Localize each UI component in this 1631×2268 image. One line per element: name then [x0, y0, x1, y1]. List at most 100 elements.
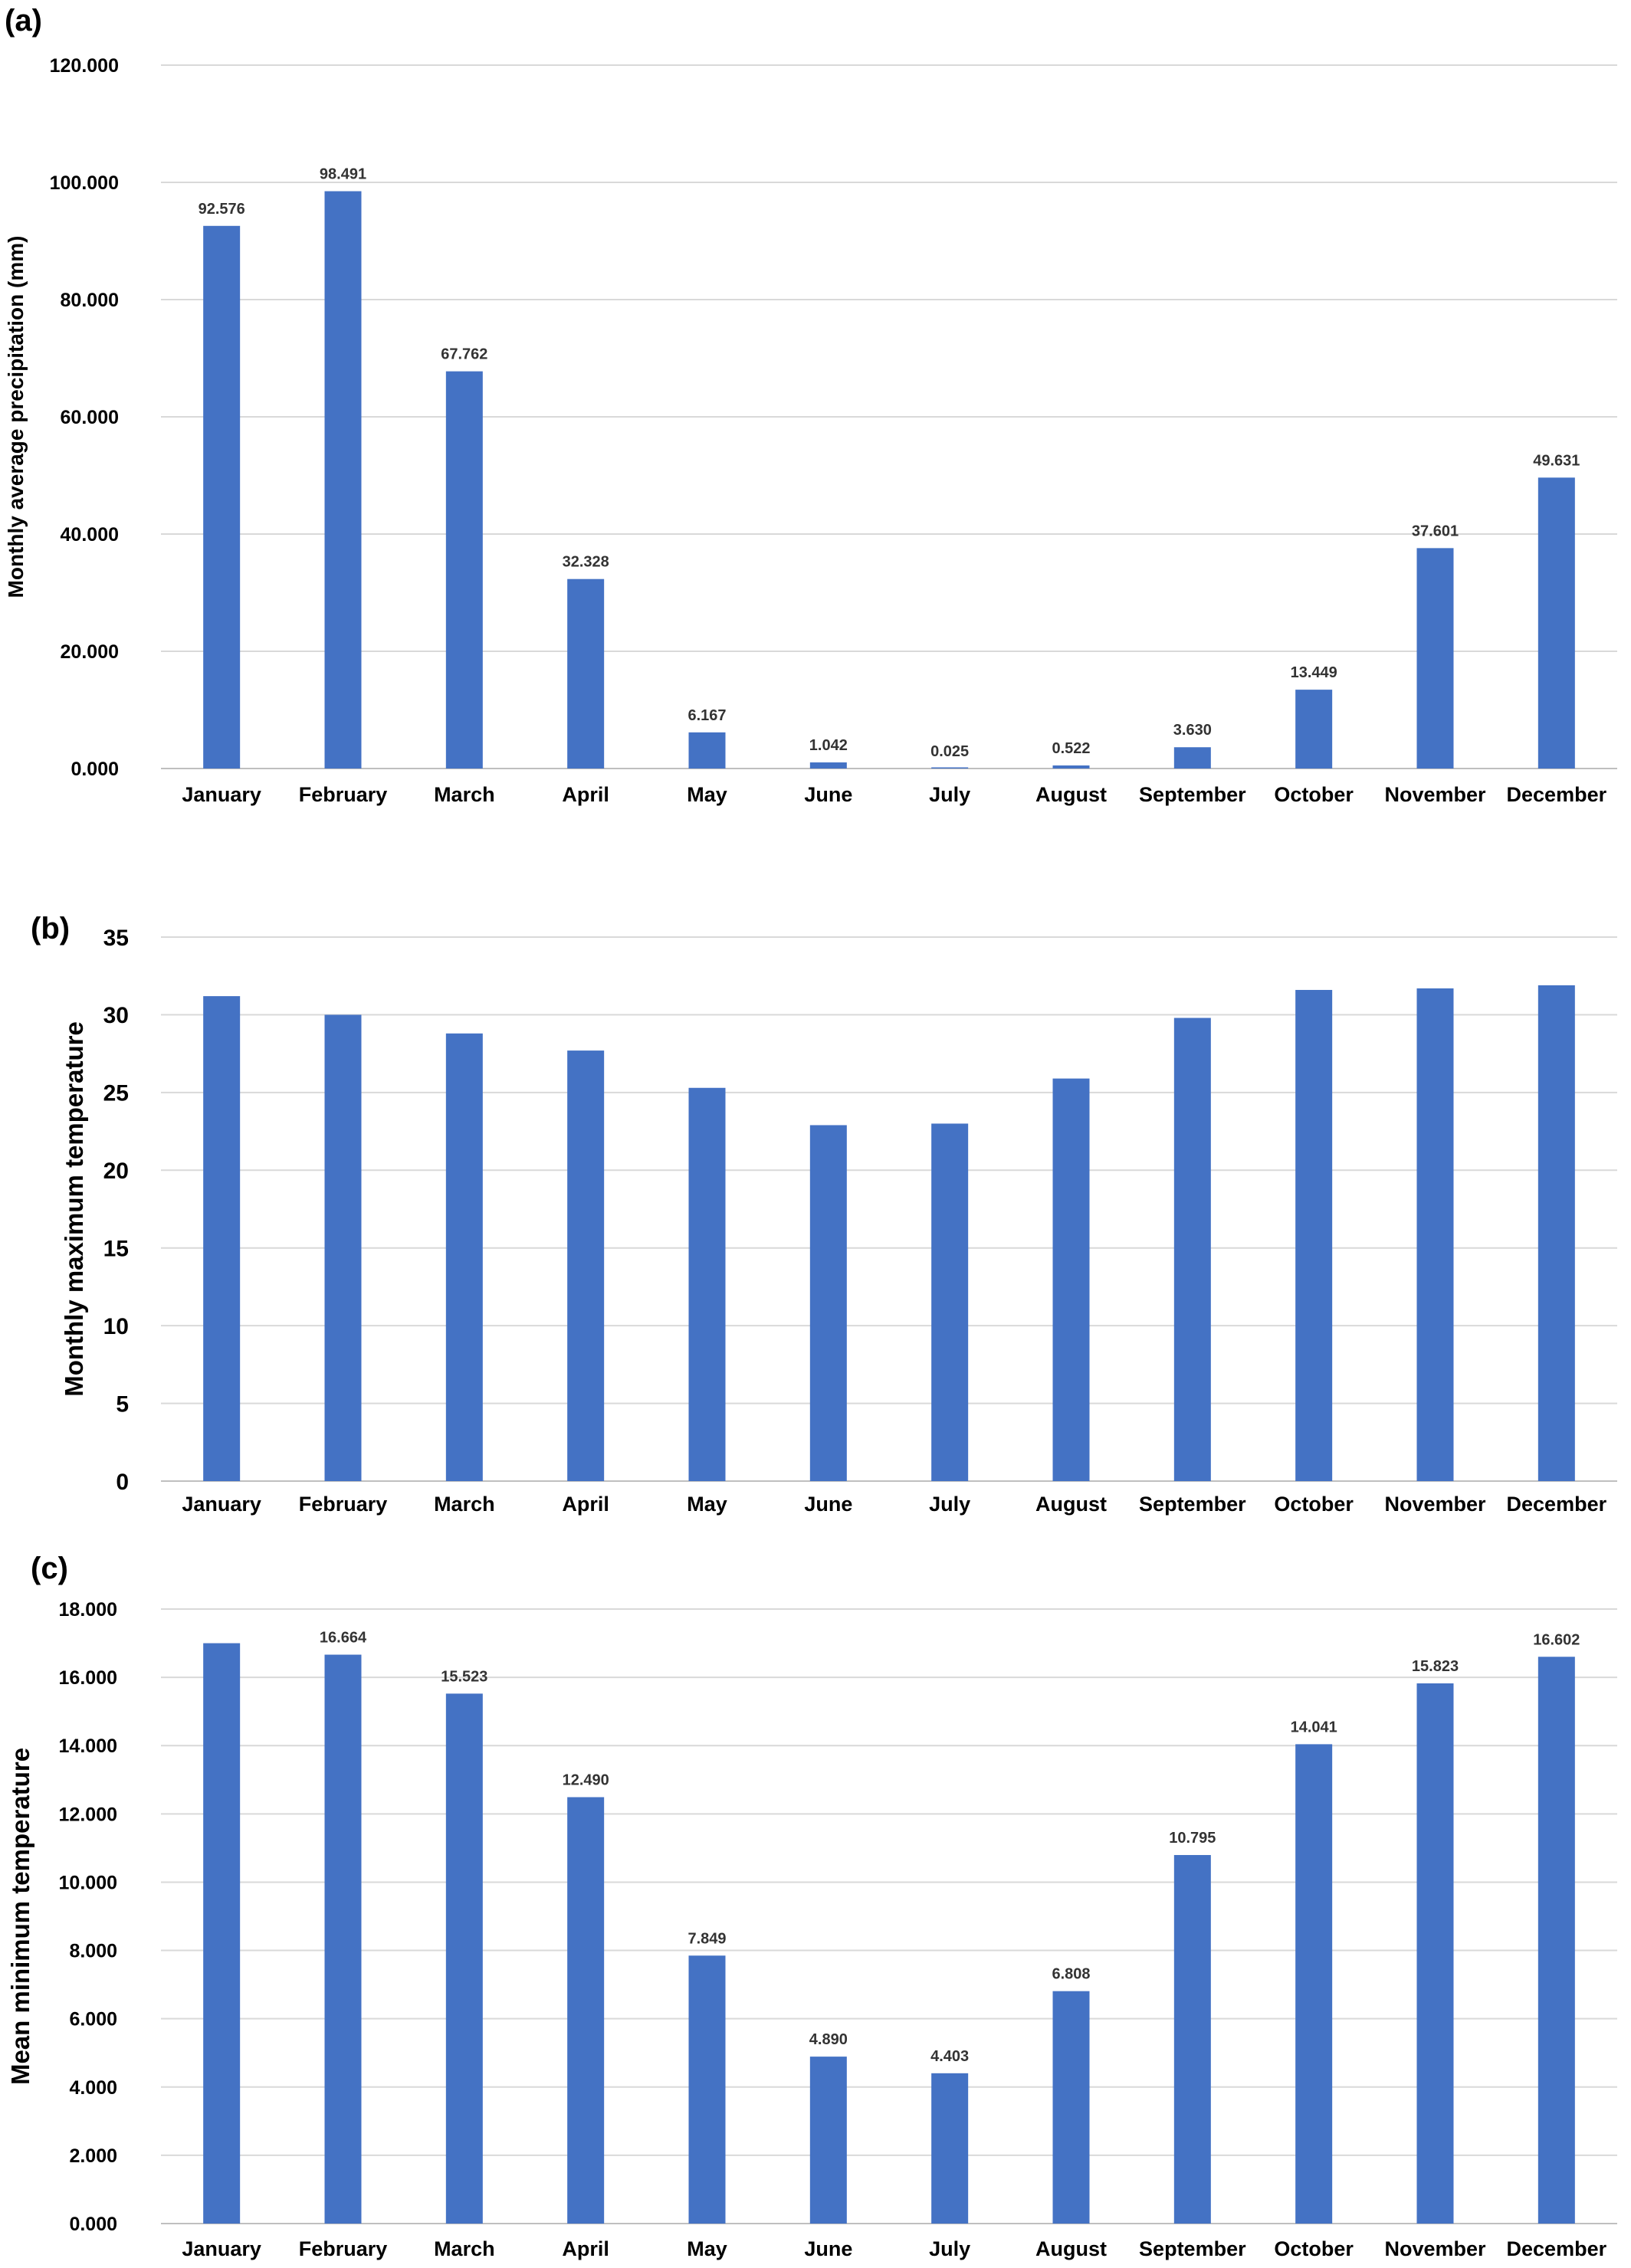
y-tick-label: 12.000	[59, 1804, 117, 1825]
x-tick-label: September	[1139, 2237, 1246, 2260]
x-tick-label: November	[1384, 2237, 1486, 2260]
y-tick-label: 6.000	[69, 2009, 117, 2030]
bar	[1537, 985, 1575, 1481]
x-tick-label: August	[1035, 1493, 1107, 1516]
y-tick-label: 16.000	[59, 1667, 117, 1689]
bar	[203, 996, 241, 1481]
data-label: 15.823	[1412, 1658, 1459, 1675]
y-tick-label: 10.000	[59, 1872, 117, 1893]
x-tick-label: October	[1274, 783, 1354, 806]
x-tick-label: October	[1274, 2237, 1354, 2260]
bar	[809, 762, 847, 769]
y-tick-label: 8.000	[69, 1941, 117, 1962]
y-tick-label: 20.000	[61, 641, 119, 663]
bar	[809, 1125, 847, 1481]
x-tick-label: November	[1384, 1493, 1486, 1516]
y-tick-label: 0	[116, 1470, 129, 1495]
bar	[445, 371, 483, 769]
x-tick-label: September	[1139, 1493, 1246, 1516]
data-label: 37.601	[1412, 523, 1459, 539]
data-label: 92.576	[199, 201, 245, 218]
y-tick-label: 2.000	[69, 2145, 117, 2167]
x-tick-label: March	[434, 2237, 495, 2260]
y-axis-title: Mean minimum temperature	[6, 1748, 34, 2085]
bar	[1052, 1078, 1090, 1481]
y-tick-label: 5	[116, 1391, 129, 1417]
bar	[445, 1033, 483, 1481]
y-tick-label: 20	[103, 1159, 129, 1184]
bar	[567, 1797, 605, 2224]
bar	[1173, 747, 1211, 769]
data-label: 12.490	[563, 1772, 609, 1789]
bar	[1052, 1991, 1090, 2224]
x-tick-label: May	[687, 1493, 727, 1516]
bar	[1416, 548, 1454, 769]
data-label: 32.328	[563, 554, 609, 571]
data-label: 98.491	[320, 166, 366, 183]
x-tick-label: July	[929, 2237, 970, 2260]
x-tick-label: October	[1274, 1493, 1354, 1516]
data-label: 67.762	[441, 346, 487, 363]
x-tick-label: May	[687, 783, 727, 806]
y-tick-label: 15	[103, 1237, 129, 1262]
bar	[1416, 1683, 1454, 2224]
x-tick-label: March	[434, 783, 495, 806]
bar	[688, 1955, 726, 2224]
bar	[1295, 690, 1333, 769]
y-tick-label: 0.000	[71, 759, 119, 780]
x-tick-label: December	[1507, 2237, 1607, 2260]
bar	[688, 732, 726, 769]
y-tick-label: 120.000	[50, 55, 119, 77]
data-label: 13.449	[1291, 664, 1337, 681]
bar	[1173, 1018, 1211, 1481]
y-tick-label: 100.000	[50, 172, 119, 194]
y-tick-label: 4.000	[69, 2077, 117, 2099]
data-label: 14.041	[1291, 1719, 1337, 1735]
bar	[688, 1087, 726, 1481]
bar	[1173, 1855, 1211, 2224]
data-label: 0.522	[1052, 740, 1090, 757]
x-tick-label: April	[562, 2237, 609, 2260]
x-tick-label: June	[804, 1493, 852, 1516]
x-tick-label: January	[182, 1493, 261, 1516]
data-label: 15.523	[441, 1668, 487, 1685]
x-tick-label: June	[804, 2237, 852, 2260]
data-label: 16.602	[1533, 1631, 1580, 1648]
panel-label: (a)	[5, 4, 42, 38]
data-label: 16.664	[320, 1630, 367, 1647]
data-label: 3.630	[1173, 722, 1212, 739]
data-label: 1.042	[809, 737, 848, 754]
bar	[809, 2057, 847, 2224]
x-tick-label: August	[1035, 2237, 1107, 2260]
bar	[324, 191, 362, 769]
bar	[931, 2073, 969, 2224]
bar	[445, 1693, 483, 2224]
x-tick-label: July	[929, 783, 970, 806]
y-tick-label: 60.000	[61, 407, 119, 428]
data-label: 10.795	[1169, 1830, 1216, 1847]
data-label: 4.403	[930, 2048, 969, 2065]
x-tick-label: February	[299, 783, 388, 806]
y-tick-label: 14.000	[59, 1735, 117, 1757]
bar	[931, 767, 969, 769]
bar	[1295, 1744, 1333, 2224]
y-tick-label: 40.000	[61, 524, 119, 546]
data-label: 6.167	[688, 707, 726, 724]
y-tick-label: 0.000	[69, 2214, 117, 2235]
bar	[1295, 989, 1333, 1481]
x-tick-label: December	[1507, 1493, 1607, 1516]
data-label: 6.808	[1052, 1966, 1090, 1983]
y-tick-label: 25	[103, 1081, 129, 1106]
bar	[324, 1014, 362, 1481]
data-label: 4.890	[809, 2031, 848, 2048]
bar	[1537, 1657, 1575, 2224]
y-axis-title: Monthly maximum temperature	[60, 1021, 88, 1397]
data-label: 0.025	[930, 743, 969, 760]
bar	[203, 1643, 241, 2224]
bar	[567, 578, 605, 769]
x-tick-label: May	[687, 2237, 727, 2260]
x-tick-label: April	[562, 1493, 609, 1516]
data-label: 49.631	[1533, 452, 1580, 469]
chart-panel-2: (b) 0 5 10 15 20 25 30 35 Monthly maximum tempera…	[31, 912, 1617, 1516]
